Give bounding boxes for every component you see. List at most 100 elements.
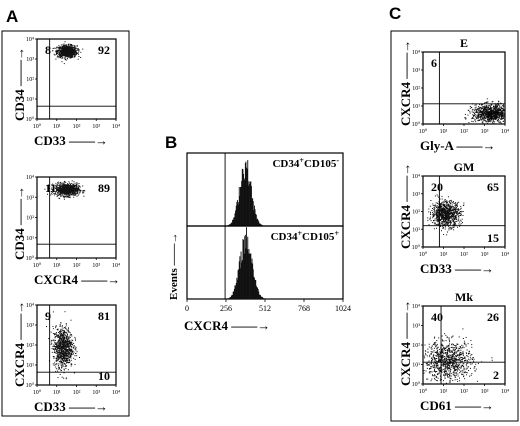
- data-point: [74, 336, 76, 338]
- data-point: [57, 55, 59, 57]
- data-point: [58, 193, 60, 195]
- data-point: [445, 206, 447, 208]
- data-point: [71, 193, 72, 195]
- data-point: [451, 362, 453, 364]
- data-point: [462, 205, 464, 206]
- panel-b-letter: B: [165, 133, 177, 152]
- data-point: [66, 351, 68, 353]
- data-point: [478, 107, 480, 109]
- data-point: [60, 185, 62, 187]
- data-point: [58, 197, 60, 199]
- data-point: [460, 220, 462, 222]
- data-point: [445, 210, 447, 212]
- data-point: [497, 109, 499, 111]
- data-point: [57, 356, 59, 358]
- data-point: [64, 337, 66, 339]
- data-point: [76, 45, 78, 47]
- data-point: [493, 123, 495, 125]
- data-point: [49, 194, 51, 196]
- data-point: [437, 218, 439, 220]
- data-point: [487, 120, 489, 122]
- data-point: [65, 181, 67, 183]
- data-point: [446, 352, 448, 354]
- x-tick-label: 10⁰: [33, 123, 42, 130]
- data-point: [435, 367, 437, 369]
- data-point: [448, 338, 450, 340]
- data-point: [447, 351, 448, 353]
- data-point: [463, 342, 465, 344]
- data-point: [68, 358, 70, 360]
- data-point: [453, 209, 455, 211]
- data-point: [456, 347, 458, 349]
- x-tick-label: 10²: [460, 129, 468, 135]
- data-point: [60, 330, 62, 332]
- data-point: [68, 351, 69, 353]
- data-point: [70, 342, 71, 344]
- data-point: [481, 108, 483, 109]
- data-point: [436, 355, 438, 357]
- data-point: [69, 45, 71, 47]
- data-point: [70, 56, 72, 58]
- data-point: [69, 343, 70, 345]
- data-point: [425, 363, 427, 364]
- x-tick-label: 10⁴: [501, 129, 509, 135]
- data-point: [434, 220, 436, 222]
- data-point: [499, 111, 501, 113]
- data-point: [446, 213, 448, 215]
- data-point: [443, 226, 445, 228]
- data-point: [55, 363, 57, 365]
- data-point: [59, 341, 61, 343]
- data-point: [449, 212, 451, 214]
- data-point: [69, 186, 71, 188]
- data-point: [61, 359, 63, 360]
- data-point: [61, 351, 63, 353]
- data-point: [460, 357, 462, 359]
- data-point: [62, 347, 64, 349]
- data-point: [70, 48, 72, 50]
- data-point: [79, 357, 80, 358]
- data-point: [454, 217, 456, 219]
- data-point: [65, 45, 67, 47]
- data-point: [63, 334, 65, 336]
- data-point: [455, 345, 457, 347]
- data-point: [436, 212, 438, 214]
- data-point: [460, 211, 461, 212]
- x-tick-label: 10³: [92, 124, 100, 130]
- data-point: [59, 335, 61, 337]
- data-point: [57, 368, 59, 370]
- data-point: [483, 109, 485, 110]
- data-point: [73, 345, 75, 346]
- data-point: [68, 331, 70, 333]
- data-point: [429, 368, 430, 369]
- data-point: [438, 367, 440, 369]
- data-point: [444, 368, 445, 370]
- data-point: [460, 208, 462, 210]
- data-point: [65, 49, 67, 51]
- data-point: [67, 185, 69, 187]
- x-tick-label: 10³: [92, 390, 100, 396]
- data-point: [75, 189, 76, 191]
- data-point: [483, 112, 485, 114]
- data-point: [434, 343, 436, 345]
- data-point: [435, 214, 437, 216]
- data-point: [435, 210, 437, 212]
- data-point: [482, 106, 484, 108]
- data-point: [63, 185, 65, 187]
- data-point: [439, 214, 441, 216]
- data-point: [55, 348, 57, 350]
- data-point: [57, 352, 59, 353]
- data-point: [60, 353, 61, 355]
- data-point: [492, 115, 494, 117]
- data-point: [454, 223, 456, 225]
- data-point: [62, 329, 63, 331]
- data-point: [446, 234, 448, 236]
- data-point: [72, 184, 74, 186]
- data-point: [67, 196, 69, 198]
- data-point: [485, 114, 487, 116]
- data-point: [59, 340, 61, 342]
- data-point: [76, 185, 77, 187]
- data-point: [450, 221, 452, 223]
- data-point: [57, 181, 59, 183]
- data-point: [67, 362, 69, 364]
- data-point: [472, 357, 474, 359]
